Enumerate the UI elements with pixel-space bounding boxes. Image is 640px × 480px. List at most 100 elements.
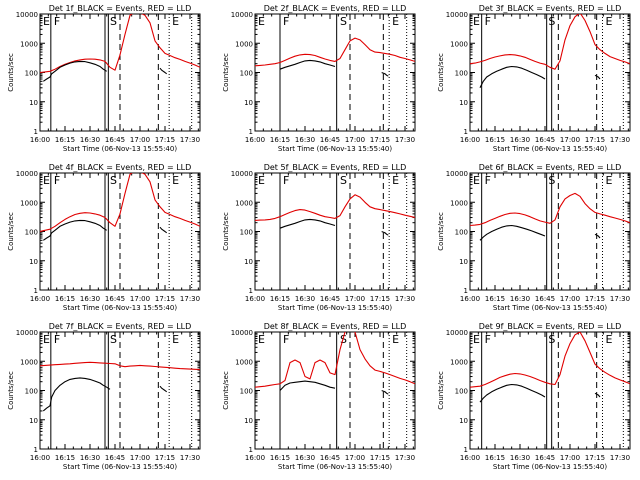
y-tick-label: 1000 [235, 40, 253, 48]
y-axis-label: Counts/sec [437, 371, 445, 410]
phase-label: E [258, 333, 265, 346]
x-tick-label: 16:45 [535, 454, 555, 462]
chart-title: Det 9f_BLACK = Events, RED = LLD [479, 322, 622, 331]
y-tick-label: 1000 [450, 199, 468, 207]
y-axis-label: Counts/sec [7, 53, 15, 92]
data-lines [255, 194, 415, 236]
phase-label: F [485, 174, 491, 187]
x-tick-label: 16:45 [320, 136, 340, 144]
phase-label: S [340, 333, 347, 346]
plot-frame [254, 172, 416, 291]
phase-label: S [110, 333, 117, 346]
y-tick-label: 1 [249, 128, 253, 136]
chart-title: Det 4f_BLACK = Events, RED = LLD [49, 163, 192, 172]
plot-frame [39, 172, 201, 291]
lld-series-line [470, 332, 630, 388]
y-tick-label: 10000 [231, 329, 253, 337]
phase-label: F [283, 174, 289, 187]
x-tick-label: 17:15 [585, 295, 605, 303]
x-tick-label: 17:30 [395, 136, 415, 144]
x-tick-label: 16:15 [55, 136, 75, 144]
x-tick-label: 17:00 [345, 454, 365, 462]
y-tick-label: 100 [455, 70, 468, 78]
events-series-line [594, 392, 601, 398]
phase-label: F [54, 15, 60, 28]
y-tick-label: 10 [244, 99, 253, 107]
x-tick-label: 17:00 [345, 295, 365, 303]
lld-series-line [40, 173, 200, 233]
x-tick-label: 17:30 [610, 295, 630, 303]
x-tick-label: 16:30 [80, 295, 100, 303]
x-tick-label: 16:30 [510, 295, 530, 303]
x-axis-label: Start Time (06-Nov-13 15:55:40) [63, 145, 177, 153]
chart-title: Det 5f_BLACK = Events, RED = LLD [264, 163, 407, 172]
phase-label: S [548, 333, 555, 346]
x-tick-label: 16:45 [105, 454, 125, 462]
plot-frame [254, 13, 416, 132]
y-axis-label: Counts/sec [222, 212, 230, 251]
x-tick-label: 16:30 [295, 295, 315, 303]
events-series-line [159, 67, 168, 75]
plot-frame [39, 331, 201, 450]
y-tick-label: 1 [464, 287, 468, 295]
x-tick-label: 17:15 [585, 136, 605, 144]
events-series-line [594, 74, 601, 80]
x-tick-label: 17:00 [130, 454, 150, 462]
phase-label: F [485, 15, 491, 28]
events-series-line [381, 230, 389, 236]
x-tick-label: 17:15 [155, 295, 175, 303]
y-tick-label: 10 [459, 258, 468, 266]
x-tick-label: 16:45 [535, 295, 555, 303]
x-tick-label: 16:15 [485, 295, 505, 303]
data-lines [470, 192, 630, 241]
x-tick-label: 17:00 [560, 295, 580, 303]
x-tick-label: 17:30 [395, 295, 415, 303]
y-tick-label: 1000 [20, 358, 38, 366]
y-tick-label: 10000 [16, 329, 38, 337]
phase-label: E [473, 333, 480, 346]
y-tick-label: 10000 [446, 170, 468, 178]
x-tick-label: 17:15 [370, 454, 390, 462]
x-tick-label: 16:15 [270, 295, 290, 303]
chart-panel-5: Det 5f_BLACK = Events, RED = LLD 1 10 100 10… [222, 163, 416, 312]
data-lines [40, 361, 200, 412]
y-tick-label: 10 [459, 417, 468, 425]
x-tick-label: 17:30 [610, 136, 630, 144]
phase-label: E [172, 174, 179, 187]
phase-label: E [172, 15, 179, 28]
plot-frame [469, 172, 631, 291]
x-tick-label: 16:15 [270, 454, 290, 462]
x-tick-label: 17:00 [560, 136, 580, 144]
chart-title: Det 2f_BLACK = Events, RED = LLD [264, 4, 407, 13]
x-tick-label: 16:15 [485, 136, 505, 144]
phase-label: S [340, 174, 347, 187]
y-tick-label: 1000 [235, 358, 253, 366]
phase-label: E [473, 15, 480, 28]
y-tick-label: 100 [240, 70, 253, 78]
phase-label: E [258, 174, 265, 187]
x-tick-label: 17:00 [560, 454, 580, 462]
x-tick-label: 16:15 [55, 295, 75, 303]
y-axis-label: Counts/sec [437, 212, 445, 251]
x-tick-label: 16:00 [460, 454, 480, 462]
chart-panel-2: Det 2f_BLACK = Events, RED = LLD 1 10 100 10… [222, 4, 416, 153]
y-tick-label: 100 [25, 388, 38, 396]
y-tick-label: 10 [29, 417, 38, 425]
phase-label: E [606, 333, 613, 346]
data-lines [255, 332, 415, 395]
y-axis-label: Counts/sec [7, 212, 15, 251]
y-tick-label: 1000 [20, 40, 38, 48]
phase-label: E [606, 174, 613, 187]
events-series-line [479, 65, 546, 89]
events-series-line [594, 233, 601, 239]
phase-label: E [392, 15, 399, 28]
x-tick-label: 16:00 [460, 295, 480, 303]
chart-panel-4: Det 4f_BLACK = Events, RED = LLD 1 10 100 10… [7, 163, 201, 312]
events-series-line [159, 385, 168, 393]
chart-title: Det 1f_BLACK = Events, RED = LLD [49, 4, 192, 13]
y-axis-label: Counts/sec [222, 371, 230, 410]
phase-label: F [54, 333, 60, 346]
x-tick-label: 17:00 [345, 136, 365, 144]
phase-label: E [392, 174, 399, 187]
